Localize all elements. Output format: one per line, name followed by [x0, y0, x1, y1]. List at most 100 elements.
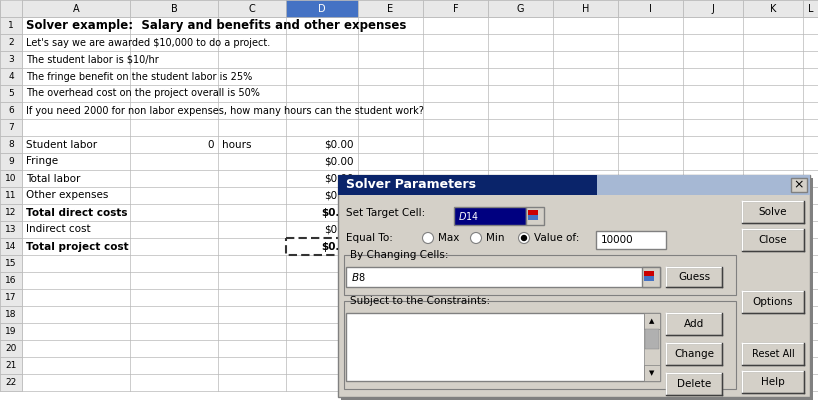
Text: Options: Options	[753, 297, 793, 307]
Text: 21: 21	[5, 361, 16, 370]
Bar	[742, 201, 804, 223]
Bar	[644, 276, 654, 281]
Bar	[0, 170, 22, 187]
Bar	[0, 204, 22, 221]
Text: 15: 15	[5, 259, 16, 268]
Bar	[0, 136, 22, 153]
Text: $D$14: $D$14	[458, 210, 479, 222]
Text: Delete: Delete	[676, 379, 711, 389]
Bar	[358, 0, 423, 17]
Circle shape	[470, 232, 482, 244]
Bar	[642, 267, 660, 287]
Text: E: E	[388, 4, 393, 13]
Bar	[528, 215, 538, 220]
Text: 10000: 10000	[601, 235, 634, 245]
Text: C: C	[249, 4, 255, 13]
Bar	[666, 267, 722, 287]
Bar	[683, 0, 743, 17]
Text: $0.00: $0.00	[325, 225, 354, 234]
Text: 10: 10	[5, 174, 16, 183]
Bar	[346, 313, 660, 381]
Text: 7: 7	[8, 123, 14, 132]
Bar	[0, 255, 22, 272]
Bar	[644, 271, 654, 276]
Text: 0: 0	[208, 139, 214, 149]
Text: Value of:: Value of:	[534, 233, 579, 243]
Bar	[454, 207, 526, 225]
Bar	[791, 178, 807, 192]
Text: Fringe: Fringe	[26, 156, 58, 166]
Bar	[743, 0, 803, 17]
Bar	[742, 371, 804, 393]
Bar	[644, 313, 660, 329]
Text: 4: 4	[8, 72, 14, 81]
Text: $0.00: $0.00	[325, 139, 354, 149]
Bar	[0, 68, 22, 85]
Text: J: J	[712, 4, 714, 13]
Text: ▼: ▼	[649, 370, 654, 376]
Bar	[286, 238, 358, 255]
Text: 5: 5	[8, 89, 14, 98]
Bar	[338, 175, 597, 195]
Text: G: G	[517, 4, 524, 13]
Bar	[0, 119, 22, 136]
Text: 6: 6	[8, 106, 14, 115]
Text: ▲: ▲	[649, 318, 654, 324]
Bar	[645, 329, 659, 349]
Text: H: H	[582, 4, 589, 13]
Bar	[0, 357, 22, 374]
Text: The fringe benefit on the student labor is 25%: The fringe benefit on the student labor …	[26, 72, 252, 82]
Bar	[528, 210, 538, 215]
Bar	[0, 238, 22, 255]
Bar	[666, 373, 722, 395]
Bar	[0, 323, 22, 340]
Text: Solver example:  Salary and benefits and other expenses: Solver example: Salary and benefits and …	[26, 19, 407, 32]
Bar	[0, 221, 22, 238]
Text: Solve: Solve	[759, 207, 787, 217]
Text: Max: Max	[438, 233, 460, 243]
Text: The overhead cost on the project overall is 50%: The overhead cost on the project overall…	[26, 88, 260, 99]
Text: Let's say we are awarded $10,000 to do a project.: Let's say we are awarded $10,000 to do a…	[26, 38, 270, 48]
Bar	[0, 34, 22, 51]
Text: Indirect cost: Indirect cost	[26, 225, 91, 234]
Text: 13: 13	[5, 225, 16, 234]
Text: 11: 11	[5, 191, 16, 200]
Bar	[130, 0, 218, 17]
Text: Subject to the Constraints:: Subject to the Constraints:	[350, 296, 490, 306]
Text: 19: 19	[5, 327, 16, 336]
Text: 2: 2	[8, 38, 14, 47]
Bar	[0, 289, 22, 306]
Text: D: D	[318, 4, 326, 13]
Bar	[0, 153, 22, 170]
Bar	[346, 267, 660, 287]
Bar	[666, 343, 722, 365]
Text: Min: Min	[486, 233, 505, 243]
Text: Student labor: Student labor	[26, 139, 97, 149]
Text: $0.00: $0.00	[325, 173, 354, 183]
Text: Total direct costs: Total direct costs	[26, 208, 128, 217]
Text: Equal To:: Equal To:	[346, 233, 393, 243]
Text: Total labor: Total labor	[26, 173, 80, 183]
Text: 3: 3	[8, 55, 14, 64]
Text: If you need 2000 for non labor expenses, how many hours can the student work?: If you need 2000 for non labor expenses,…	[26, 105, 424, 116]
Text: 1: 1	[8, 21, 14, 30]
Bar	[344, 301, 736, 389]
Bar	[423, 0, 488, 17]
Bar	[742, 291, 804, 313]
Text: Total project cost: Total project cost	[26, 242, 128, 252]
Text: 8: 8	[8, 140, 14, 149]
Text: 16: 16	[5, 276, 16, 285]
Text: K: K	[770, 4, 776, 13]
Bar	[0, 340, 22, 357]
Text: Close: Close	[758, 235, 787, 245]
Text: Set Target Cell:: Set Target Cell:	[346, 208, 425, 218]
Text: B: B	[171, 4, 178, 13]
Text: $0.00: $0.00	[321, 208, 354, 217]
Bar	[666, 313, 722, 335]
Text: $0.00: $0.00	[321, 242, 354, 252]
Text: Guess: Guess	[678, 272, 710, 282]
Bar	[742, 229, 804, 251]
Text: 18: 18	[5, 310, 16, 319]
Bar	[553, 0, 618, 17]
Bar	[0, 102, 22, 119]
